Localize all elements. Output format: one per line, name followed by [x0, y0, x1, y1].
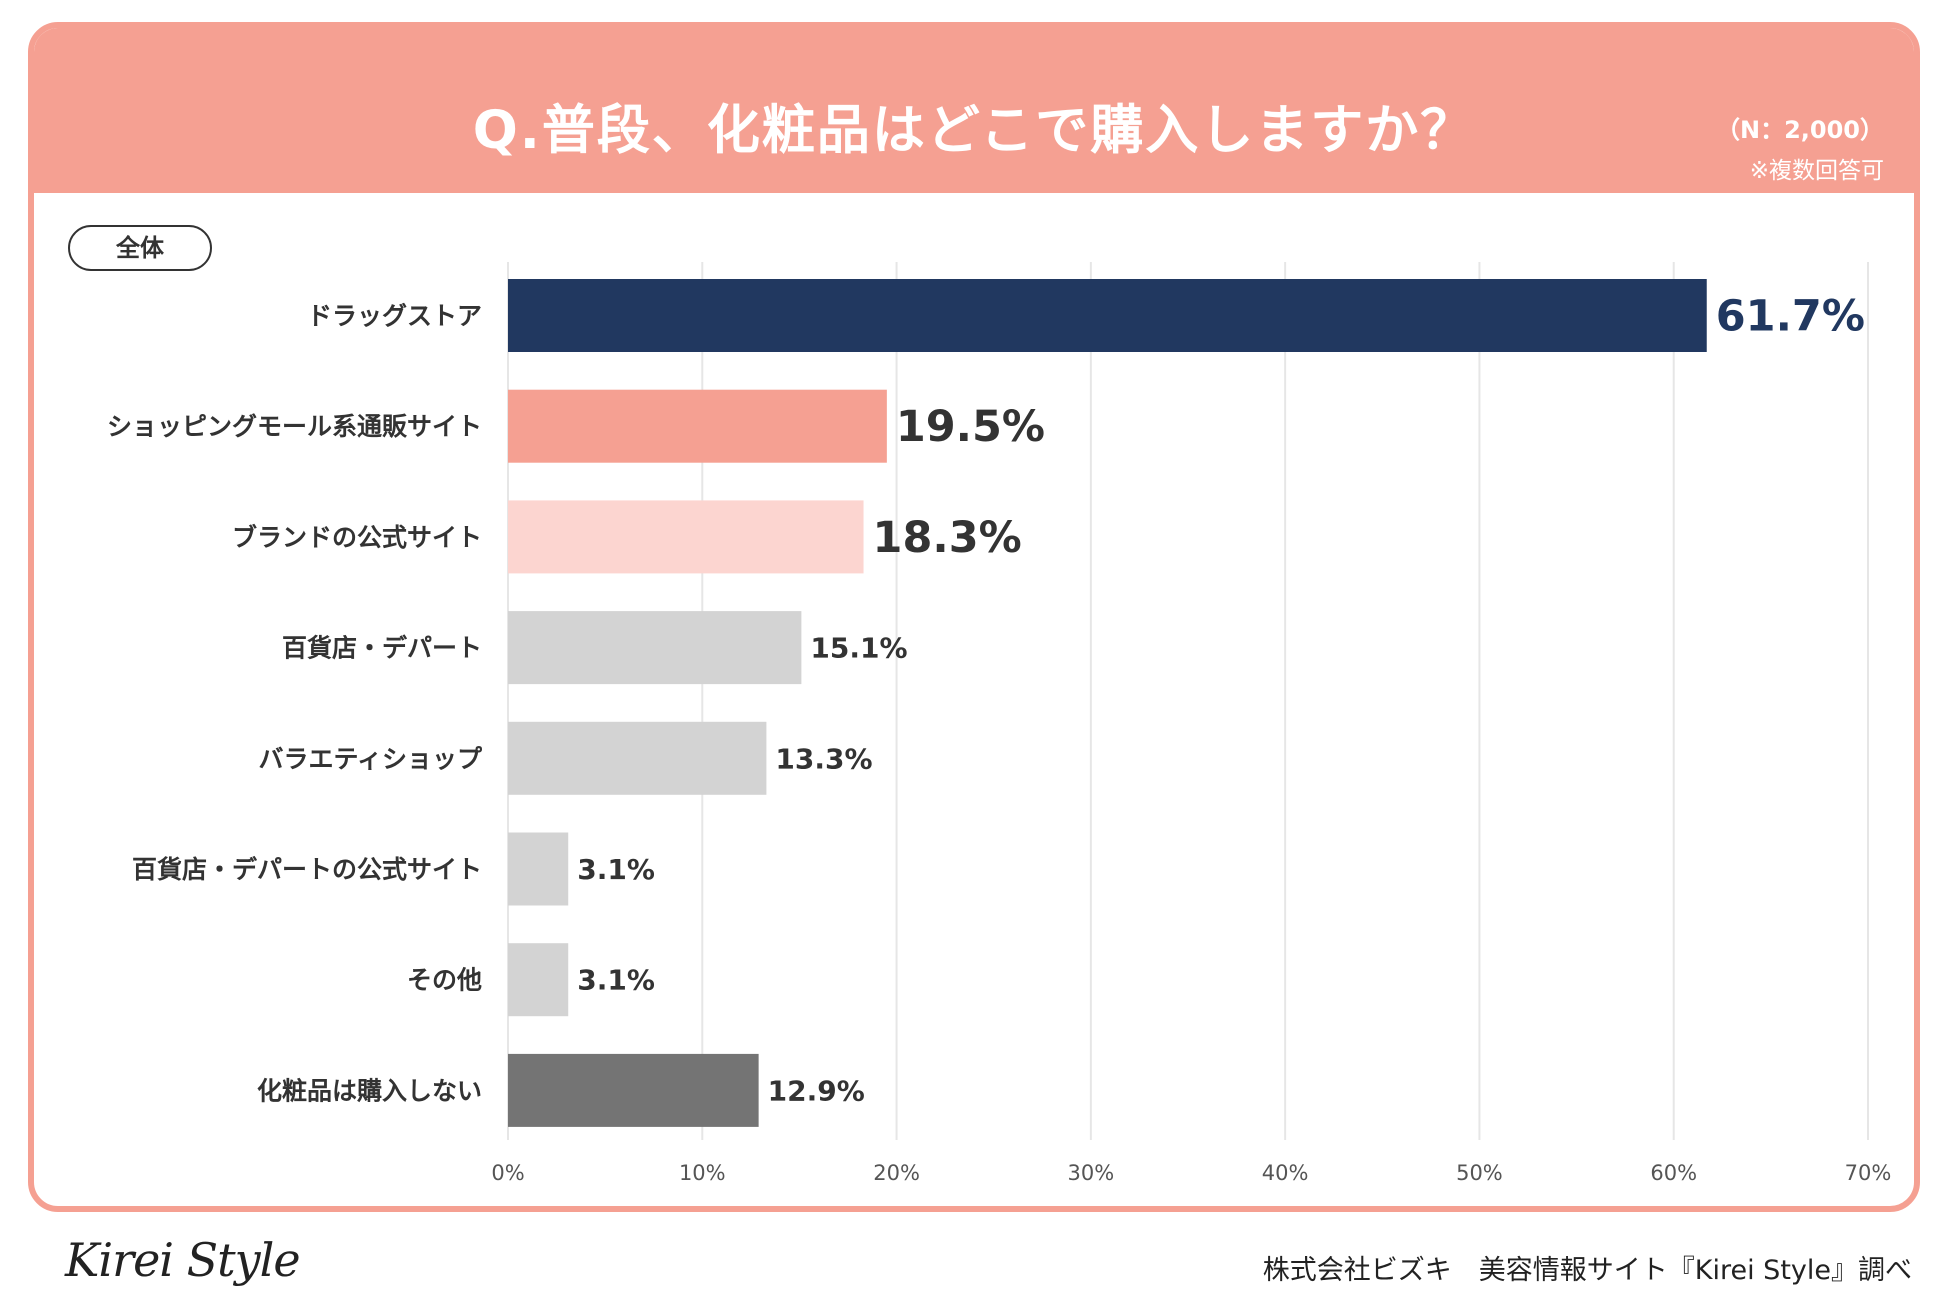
- category-label: ショッピングモール系通販サイト: [107, 412, 482, 441]
- x-tick-label: 60%: [1650, 1161, 1697, 1185]
- x-tick-label: 40%: [1262, 1161, 1309, 1185]
- bar: [508, 500, 864, 574]
- x-tick-label: 0%: [491, 1161, 524, 1185]
- value-label: 3.1%: [577, 964, 655, 997]
- bar: [508, 611, 802, 685]
- bar: [508, 1053, 759, 1127]
- x-tick-label: 20%: [873, 1161, 920, 1185]
- value-label: 18.3%: [873, 513, 1022, 563]
- category-label: ブランドの公式サイト: [232, 523, 482, 552]
- value-label: 13.3%: [775, 742, 872, 775]
- x-tick-label: 70%: [1845, 1161, 1892, 1185]
- category-label: ドラッグストア: [307, 302, 482, 331]
- x-tick-label: 10%: [679, 1161, 726, 1185]
- category-label: 化粧品は購入しない: [257, 1076, 482, 1105]
- value-label: 3.1%: [577, 853, 655, 886]
- value-label: 61.7%: [1716, 292, 1865, 342]
- source-credit: 株式会社ビズキ 美容情報サイト『Kirei Style』調べ: [1262, 1255, 1912, 1286]
- bar: [508, 943, 569, 1017]
- multiple-answer-note: ※複数回答可: [1749, 158, 1884, 184]
- bar: [508, 721, 767, 795]
- chart-title: Q.普段、化粧品はどこで購入しますか？: [472, 100, 1476, 161]
- value-label: 19.5%: [896, 402, 1045, 452]
- category-label: その他: [407, 966, 482, 995]
- bar: [508, 832, 569, 906]
- sample-size-label: （N：2,000）: [1716, 116, 1884, 144]
- value-label: 15.1%: [810, 632, 907, 665]
- value-label: 12.9%: [768, 1074, 865, 1107]
- x-tick-label: 30%: [1068, 1161, 1115, 1185]
- bar: [508, 279, 1707, 352]
- x-tick-label: 50%: [1456, 1161, 1503, 1185]
- category-label: 百貨店・デパートの公式サイト: [132, 855, 482, 884]
- chart-card: Q.普段、化粧品はどこで購入しますか？ （N：2,000） ※複数回答可 全体: [28, 22, 1920, 1212]
- segment-pill: 全体: [68, 225, 212, 271]
- category-label: 百貨店・デパート: [282, 634, 482, 663]
- chart-header: Q.普段、化粧品はどこで購入しますか？ （N：2,000） ※複数回答可: [34, 28, 1914, 193]
- category-label: バラエティショップ: [258, 744, 483, 773]
- kirei-style-logo: Kirei Style: [65, 1233, 301, 1287]
- bar: [508, 389, 887, 463]
